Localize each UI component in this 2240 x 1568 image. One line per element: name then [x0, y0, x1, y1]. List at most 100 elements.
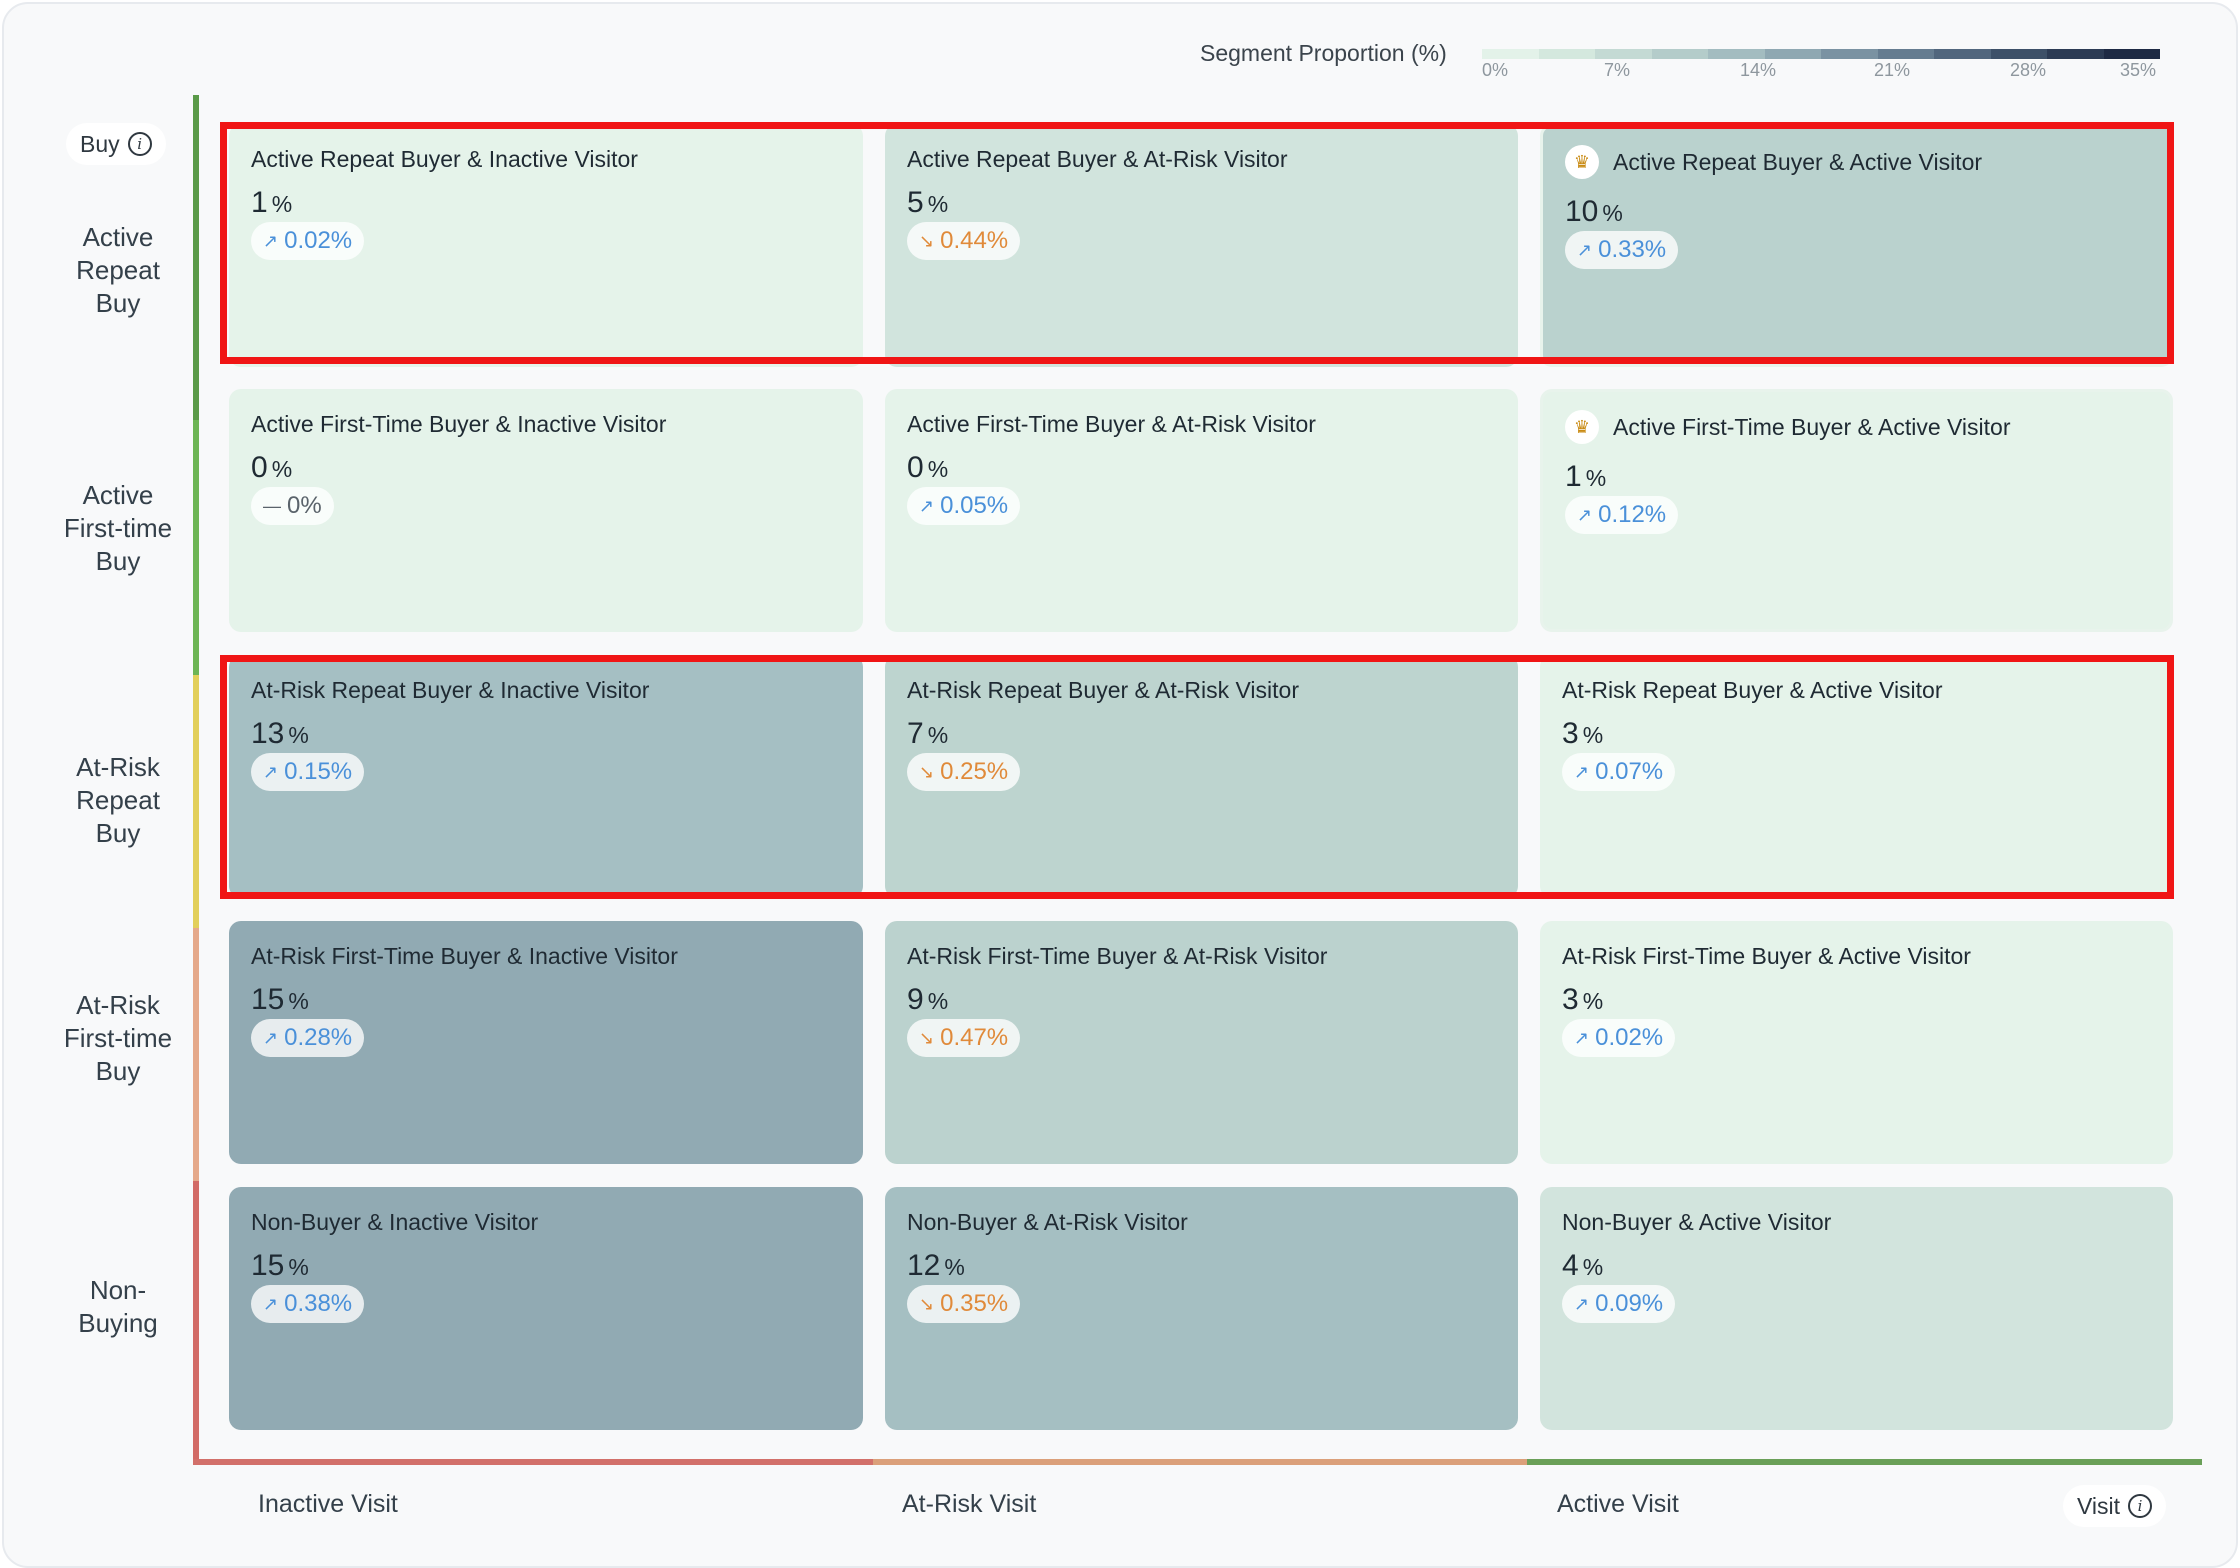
- row-label: Active Repeat Buy: [76, 221, 160, 318]
- segment-title: Active First-Time Buyer & At-Risk Visito…: [907, 411, 1316, 437]
- x-axis-segment: [873, 1459, 1527, 1465]
- change-value: 0.33%: [1598, 236, 1667, 263]
- segment-title-row: Active First-Time Buyer & Inactive Visit…: [251, 411, 666, 438]
- x-axis-segment: [1527, 1459, 2202, 1465]
- proportion-unit: %: [927, 191, 949, 217]
- legend-swatch: [1538, 49, 1595, 59]
- proportion-value: 1: [1565, 460, 1582, 493]
- segment-title-row: At-Risk Repeat Buyer & Inactive Visitor: [251, 677, 649, 704]
- segment-cell[interactable]: At-Risk First-Time Buyer & Inactive Visi…: [229, 921, 863, 1164]
- change-badge: ↗ 0.05%: [907, 487, 1021, 525]
- proportion-value: 12: [907, 1249, 941, 1282]
- segment-cell[interactable]: Non-Buyer & Active Visitor 4% ↗ 0.09%: [1540, 1187, 2173, 1430]
- legend-tick-label: 21%: [1874, 60, 1911, 80]
- legend-swatch: [1990, 49, 2047, 59]
- segment-cell[interactable]: At-Risk Repeat Buyer & Active Visitor 3% ↗…: [1540, 655, 2173, 898]
- segment-cell[interactable]: ♛ Active Repeat Buyer & Active Visitor 10%…: [1540, 124, 2173, 367]
- segment-cell[interactable]: At-Risk Repeat Buyer & Inactive Visitor 1…: [229, 655, 863, 898]
- segment-title-row: Active Repeat Buyer & At-Risk Visitor: [907, 146, 1288, 173]
- segment-title: Active First-Time Buyer & Active Visitor: [1613, 413, 2011, 440]
- trend-up-icon: ↗: [263, 1027, 279, 1048]
- segment-title: Active Repeat Buyer & Active Visitor: [1613, 148, 1983, 175]
- proportion-value: 0: [907, 451, 924, 484]
- info-icon[interactable]: i: [2128, 1494, 2153, 1518]
- proportion-value: 15: [251, 983, 285, 1016]
- row-label: At-Risk Repeat Buy: [76, 751, 160, 848]
- proportion-value: 0: [251, 451, 268, 484]
- trend-up-icon: ↗: [263, 230, 279, 251]
- segment-proportion: 1%: [251, 186, 292, 220]
- segment-title: At-Risk Repeat Buyer & At-Risk Visitor: [907, 677, 1299, 703]
- change-value: 0.35%: [940, 1290, 1009, 1317]
- segment-proportion: 7%: [907, 717, 948, 751]
- row-label: Non-Buying: [78, 1275, 158, 1338]
- proportion-value: 5: [907, 186, 924, 219]
- legend-tick-label: 28%: [2010, 60, 2047, 80]
- segment-proportion: 15%: [251, 1249, 309, 1283]
- segment-cell[interactable]: Active First-Time Buyer & Inactive Visit…: [229, 389, 863, 632]
- crown-icon: ♛: [1565, 145, 1599, 179]
- segment-cell[interactable]: Non-Buyer & Inactive Visitor 15% ↗ 0.38%: [229, 1187, 863, 1430]
- segment-cell[interactable]: ♛ Active First-Time Buyer & Active Visito…: [1540, 389, 2173, 632]
- visit-axis-title[interactable]: Visit i: [2063, 1485, 2167, 1527]
- change-badge: ↗ 0.02%: [251, 222, 365, 260]
- trend-down-icon: ↘: [919, 1027, 935, 1048]
- segment-title: Non-Buyer & Inactive Visitor: [251, 1209, 539, 1235]
- change-badge: ↗ 0.09%: [1562, 1285, 1676, 1323]
- change-badge: ↘ 0.35%: [907, 1285, 1021, 1323]
- legend-title: Segment Proportion (%): [1200, 40, 1447, 66]
- info-icon[interactable]: i: [127, 132, 152, 156]
- segment-cell[interactable]: At-Risk First-Time Buyer & Active Visito…: [1540, 921, 2173, 1164]
- segment-cell[interactable]: Active Repeat Buyer & Inactive Visitor 1%…: [229, 124, 863, 367]
- change-badge: ↗ 0.12%: [1565, 496, 1679, 534]
- trend-flat-icon: —: [263, 495, 281, 516]
- trend-up-icon: ↗: [1574, 1293, 1590, 1314]
- legend-tick-label: 35%: [2120, 60, 2157, 80]
- segment-title: At-Risk Repeat Buyer & Active Visitor: [1562, 677, 1943, 703]
- column-label: Active Visit: [1557, 1490, 1679, 1518]
- segment-title: At-Risk Repeat Buyer & Inactive Visitor: [251, 677, 650, 703]
- proportion-unit: %: [927, 722, 949, 748]
- y-axis-segment: [193, 675, 199, 928]
- x-axis-segment: [193, 1459, 873, 1465]
- trend-down-icon: ↘: [919, 761, 935, 782]
- segment-cell[interactable]: Active First-Time Buyer & At-Risk Visito…: [885, 389, 1518, 632]
- segment-title: At-Risk First-Time Buyer & Inactive Visi…: [251, 943, 678, 969]
- buy-axis-title[interactable]: Buy i: [66, 123, 166, 165]
- proportion-value: 13: [251, 717, 285, 750]
- trend-down-icon: ↘: [919, 230, 935, 251]
- segment-cell[interactable]: At-Risk Repeat Buyer & At-Risk Visitor 7%…: [885, 655, 1518, 898]
- change-badge: ↗ 0.38%: [251, 1285, 365, 1323]
- change-badge: ↗ 0.33%: [1565, 231, 1679, 269]
- segment-title-row: At-Risk First-Time Buyer & At-Risk Visit…: [907, 943, 1327, 970]
- segment-title: Non-Buyer & At-Risk Visitor: [907, 1209, 1188, 1235]
- change-value: 0.44%: [940, 227, 1009, 254]
- legend-color-scale: [1482, 49, 2160, 59]
- legend-swatch: [1934, 49, 1991, 59]
- segment-title-row: At-Risk First-Time Buyer & Active Visito…: [1562, 943, 1971, 970]
- proportion-value: 10: [1565, 195, 1599, 228]
- segment-title-row: Active First-Time Buyer & At-Risk Visito…: [907, 411, 1316, 438]
- trend-up-icon: ↗: [919, 495, 935, 516]
- column-label: At-Risk Visit: [902, 1490, 1037, 1518]
- segment-cell[interactable]: Active Repeat Buyer & At-Risk Visitor 5% ↘…: [885, 124, 1518, 367]
- legend-swatch: [1764, 49, 1821, 59]
- change-badge: ↗ 0.28%: [251, 1019, 365, 1057]
- trend-up-icon: ↗: [1577, 239, 1593, 260]
- legend-swatch: [1651, 49, 1708, 59]
- proportion-unit: %: [271, 191, 293, 217]
- segment-proportion: 9%: [907, 983, 948, 1017]
- segment-cell[interactable]: Non-Buyer & At-Risk Visitor 12% ↘ 0.35%: [885, 1187, 1518, 1430]
- row-label: Active First-time Buy: [63, 480, 173, 576]
- legend-swatch: [1595, 49, 1652, 59]
- proportion-unit: %: [1585, 465, 1607, 491]
- change-badge: ↘ 0.47%: [907, 1019, 1021, 1057]
- segment-cell[interactable]: At-Risk First-Time Buyer & At-Risk Visit…: [885, 921, 1518, 1164]
- segment-title-row: At-Risk Repeat Buyer & At-Risk Visitor: [907, 677, 1299, 704]
- proportion-unit: %: [1582, 1254, 1604, 1280]
- change-value: 0.47%: [940, 1024, 1009, 1051]
- proportion-unit: %: [927, 456, 949, 482]
- segment-title: At-Risk First-Time Buyer & Active Visito…: [1562, 943, 1971, 969]
- legend-tick-label: 7%: [1604, 60, 1631, 80]
- proportion-value: 3: [1562, 983, 1579, 1016]
